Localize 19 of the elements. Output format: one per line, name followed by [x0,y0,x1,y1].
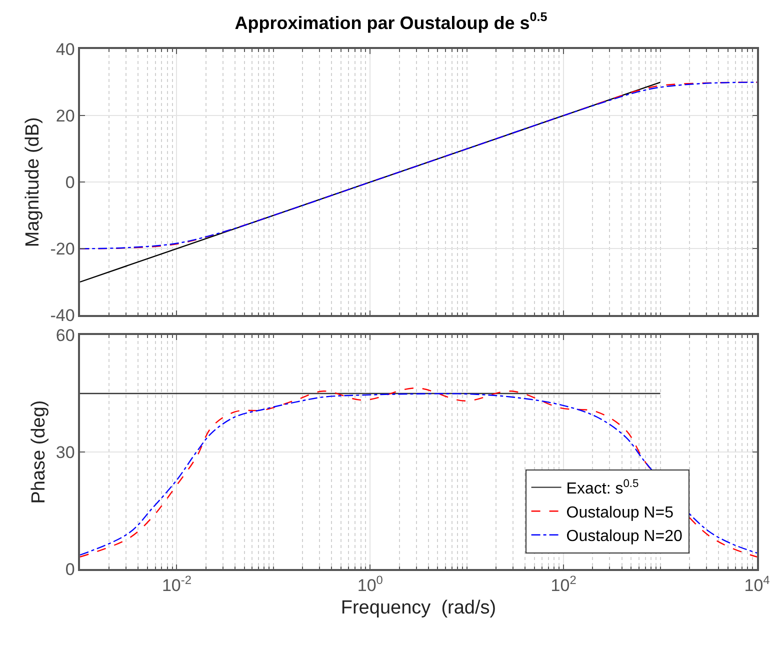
y-tick-label: 60 [56,326,75,345]
legend-label: Exact: s$^{0.5}$ [566,478,639,498]
x-tick-label: 10$^{-2}$ [162,573,192,596]
y-axis-title: Phase (deg) [28,400,50,504]
legend-label: Oustaloup N=5 [566,504,674,522]
y-tick-label: -40 [50,306,75,326]
chart-title: Approximation par Oustaloup de s$^{0.5}$ [234,10,548,33]
y-tick-label: 0 [65,560,75,579]
y-tick-label: 20 [56,106,75,126]
y-tick-label: 0 [65,173,75,192]
x-tick-label: 10$^{2}$ [550,573,577,596]
y-axis-title: Magnitude (dB) [22,117,44,248]
x-axis-title: Frequency (rad/s) [340,597,496,618]
x-tick-label: 10$^{4}$ [744,573,770,596]
y-tick-label: 40 [56,40,75,59]
y-tick-label: 30 [56,442,75,462]
y-tick-label: -20 [50,240,75,259]
legend-label: Oustaloup N=20 [566,528,682,546]
x-tick-label: 10$^{0}$ [357,573,384,596]
